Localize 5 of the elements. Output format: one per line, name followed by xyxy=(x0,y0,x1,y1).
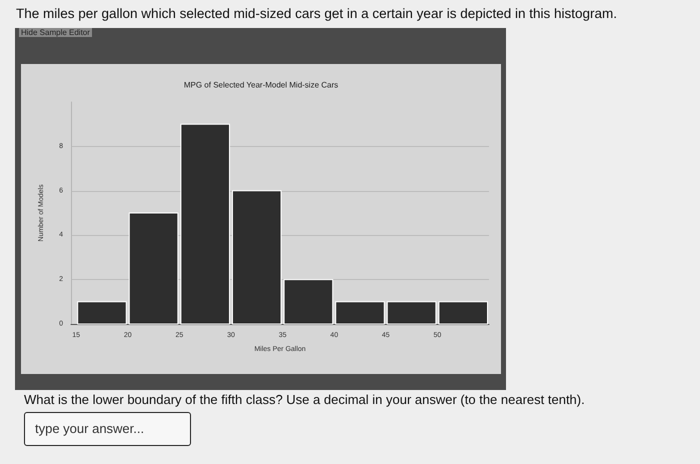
text: The miles per gallon which selected mid-sized cars get in a certain year is depicted in this histogram. xyxy=(16,6,618,21)
text: What is the lower boundary of the fifth class? Use a decimal in your answer (to the nearest tenth). xyxy=(24,392,585,407)
answer-field: type your answer... xyxy=(24,412,191,446)
text: Hide Sample Editor xyxy=(19,28,92,37)
chart-title: MPG of Selected Year-Model Mid-size Cars xyxy=(184,80,338,90)
